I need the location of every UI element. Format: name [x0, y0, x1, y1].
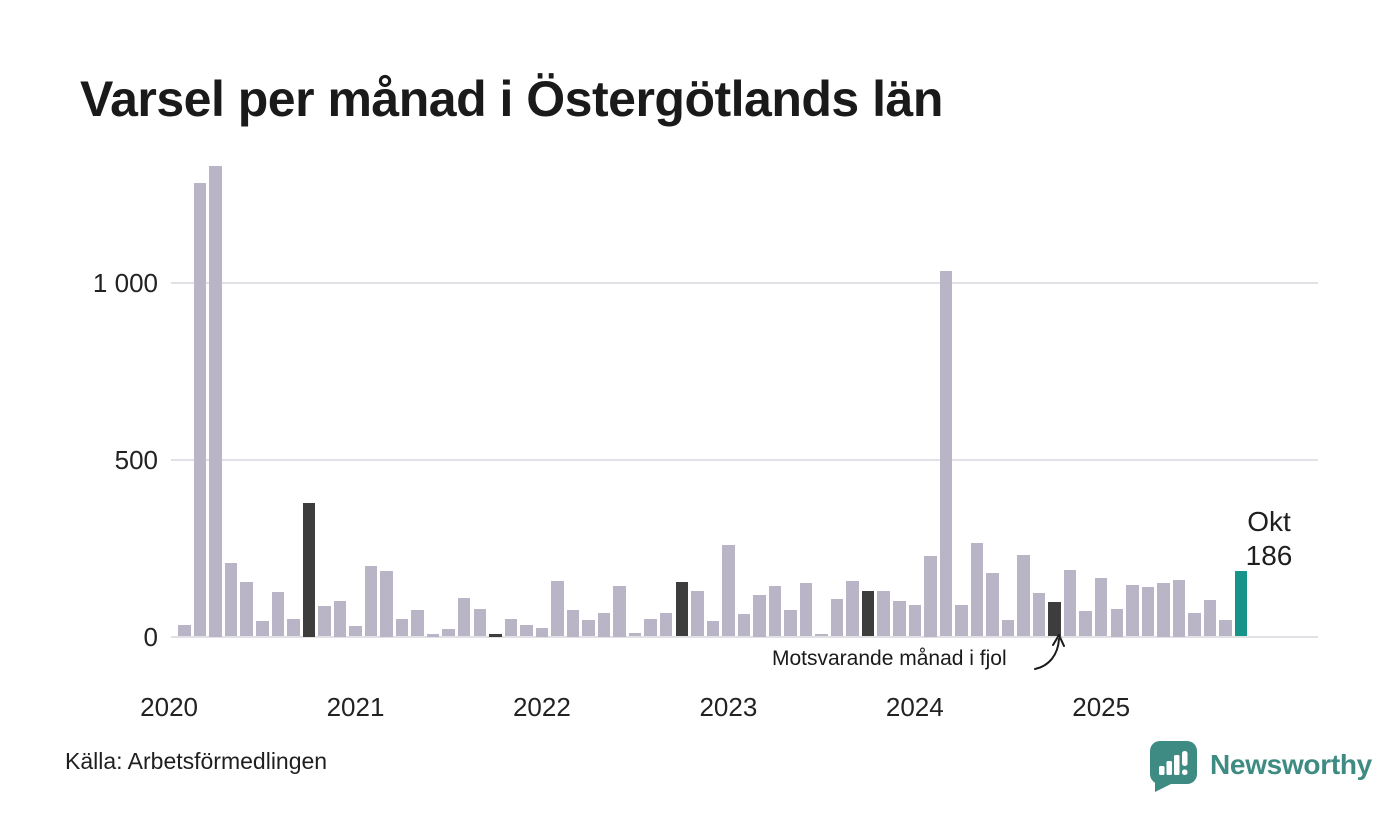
- bar-2023-10: [861, 590, 875, 637]
- gridline-y1000: [171, 282, 1318, 285]
- x-tick-label-2025: 2025: [1072, 692, 1131, 722]
- bar-2021-06: [426, 634, 440, 637]
- bar-2021-07: [442, 629, 455, 637]
- bar-2021-04: [395, 618, 409, 637]
- x-tick-label-2024: 2024: [885, 692, 944, 722]
- bar-2020-05: [224, 563, 238, 637]
- bar-2024-11: [1063, 569, 1077, 637]
- bar-2020-08: [271, 592, 285, 637]
- bar-2023-09: [846, 580, 859, 637]
- current-month-value: 186: [1245, 540, 1293, 571]
- bar-2023-02: [737, 613, 751, 637]
- gridline-y0: [171, 635, 1318, 638]
- bar-2022-11: [691, 591, 704, 637]
- bar-2023-06: [799, 582, 813, 637]
- bar-2020-06: [240, 582, 253, 637]
- bar-2021-10: [489, 634, 502, 637]
- newsworthy-bubble-barchart-icon: [1150, 741, 1197, 792]
- y-tick-label: 1 000: [92, 268, 158, 299]
- y-tick-label: 500: [114, 444, 158, 475]
- bar-2025-08: [1203, 600, 1217, 637]
- bar-2022-06: [613, 586, 626, 637]
- bar-2023-04: [768, 585, 782, 637]
- bar-2023-03: [753, 594, 766, 637]
- bar-2020-11: [318, 606, 331, 637]
- bar-2020-12: [333, 600, 347, 637]
- bar-2025-01: [1094, 578, 1108, 637]
- chart-title: Varsel per månad i Östergötlands län: [80, 71, 943, 127]
- bar-2022-02: [551, 581, 564, 637]
- bar-2021-09: [473, 609, 487, 637]
- bar-2024-04: [955, 604, 968, 637]
- annotation-text: Motsvarande månad i fjol: [772, 647, 1007, 670]
- bar-2021-02: [364, 565, 378, 637]
- bar-2025-10: [1234, 570, 1248, 637]
- bar-2025-04: [1141, 587, 1155, 637]
- bar-2023-07: [815, 634, 828, 637]
- bar-2023-12: [893, 601, 906, 637]
- bar-2024-03: [939, 270, 953, 637]
- bar-2024-06: [986, 573, 999, 637]
- bar-2022-01: [535, 628, 549, 637]
- bar-2025-06: [1172, 580, 1186, 637]
- bar-2022-07: [628, 633, 642, 637]
- bar-2020-07: [256, 621, 269, 637]
- bar-2021-12: [520, 625, 533, 637]
- bar-2022-09: [659, 612, 673, 637]
- bar-2022-03: [566, 610, 580, 637]
- bar-2020-02: [178, 625, 191, 637]
- bar-2022-08: [644, 619, 657, 637]
- bar-2020-04: [209, 166, 222, 637]
- newsworthy-logo: Newsworthy: [1146, 738, 1372, 792]
- current-month-label: Okt 186: [1227, 505, 1311, 573]
- bar-2021-03: [380, 570, 393, 637]
- bar-2021-08: [457, 598, 471, 637]
- x-tick-label-2022: 2022: [512, 692, 571, 722]
- bar-2023-08: [830, 598, 844, 637]
- bar-2021-11: [504, 619, 518, 637]
- bar-2025-03: [1126, 584, 1139, 637]
- bar-2024-08: [1017, 554, 1030, 637]
- bar-2022-12: [706, 621, 720, 637]
- bar-2022-10: [675, 582, 689, 637]
- bar-2025-09: [1219, 620, 1232, 637]
- current-month-name: Okt: [1247, 506, 1291, 537]
- bar-2025-02: [1110, 609, 1124, 637]
- bar-2024-07: [1001, 619, 1015, 637]
- bar-2021-01: [349, 625, 362, 637]
- newsworthy-logo-text: Newsworthy: [1210, 749, 1372, 780]
- source-caption: Källa: Arbetsförmedlingen: [65, 748, 328, 774]
- gridline-y500: [171, 458, 1318, 461]
- bar-2024-05: [970, 543, 984, 637]
- annotation-arrow-icon: [1034, 634, 1065, 670]
- bar-2024-10: [1048, 601, 1061, 637]
- bar-2020-09: [287, 618, 300, 637]
- bar-2022-05: [597, 612, 611, 637]
- bar-2024-12: [1079, 610, 1092, 637]
- bar-2025-05: [1157, 582, 1170, 637]
- bar-2022-04: [582, 619, 595, 637]
- bar-2023-01: [722, 545, 735, 637]
- bar-2023-11: [877, 591, 890, 637]
- x-tick-label-2021: 2021: [326, 692, 385, 722]
- bar-2020-03: [193, 183, 207, 637]
- x-tick-label-2020: 2020: [140, 692, 199, 722]
- y-tick-label: 0: [143, 621, 158, 652]
- bar-2024-09: [1032, 593, 1046, 637]
- bar-2021-05: [411, 610, 424, 637]
- bar-2020-10: [302, 503, 316, 637]
- bar-2024-02: [924, 556, 937, 637]
- bar-2023-05: [784, 610, 797, 637]
- bar-2025-07: [1188, 612, 1201, 637]
- x-tick-label-2023: 2023: [699, 692, 758, 722]
- bar-2024-01: [908, 604, 922, 637]
